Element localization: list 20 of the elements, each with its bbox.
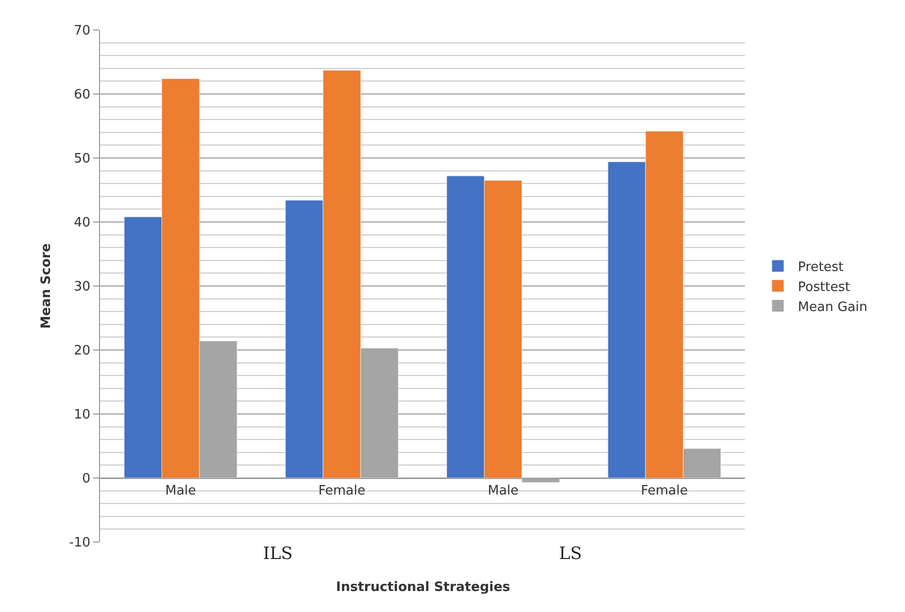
x-tick-label: Female	[318, 484, 366, 499]
y-axis-title: Mean Score	[39, 243, 54, 329]
x-tick-label: Male	[165, 484, 196, 499]
y-tick-label: 70	[74, 24, 90, 39]
text: LS	[559, 544, 582, 564]
y-tick-label: -10	[69, 536, 90, 551]
text: ILS	[263, 544, 293, 564]
legend-label: Mean Gain	[798, 300, 868, 315]
y-tick-label: 30	[74, 280, 90, 295]
legend-label: Pretest	[798, 260, 844, 276]
y-tick-label: 20	[74, 344, 90, 359]
x-axis-title: Instructional Strategies	[336, 580, 510, 595]
x-tick-label: Male	[488, 484, 519, 499]
y-tick-label: 10	[74, 408, 90, 423]
y-tick-label: 0	[82, 472, 90, 487]
y-tick-label: 40	[74, 216, 90, 231]
legend-label: Posttest	[798, 280, 850, 295]
y-tick-label: 60	[74, 88, 90, 103]
y-tick-label: 50	[74, 152, 90, 167]
x-tick-label: Female	[640, 484, 688, 499]
